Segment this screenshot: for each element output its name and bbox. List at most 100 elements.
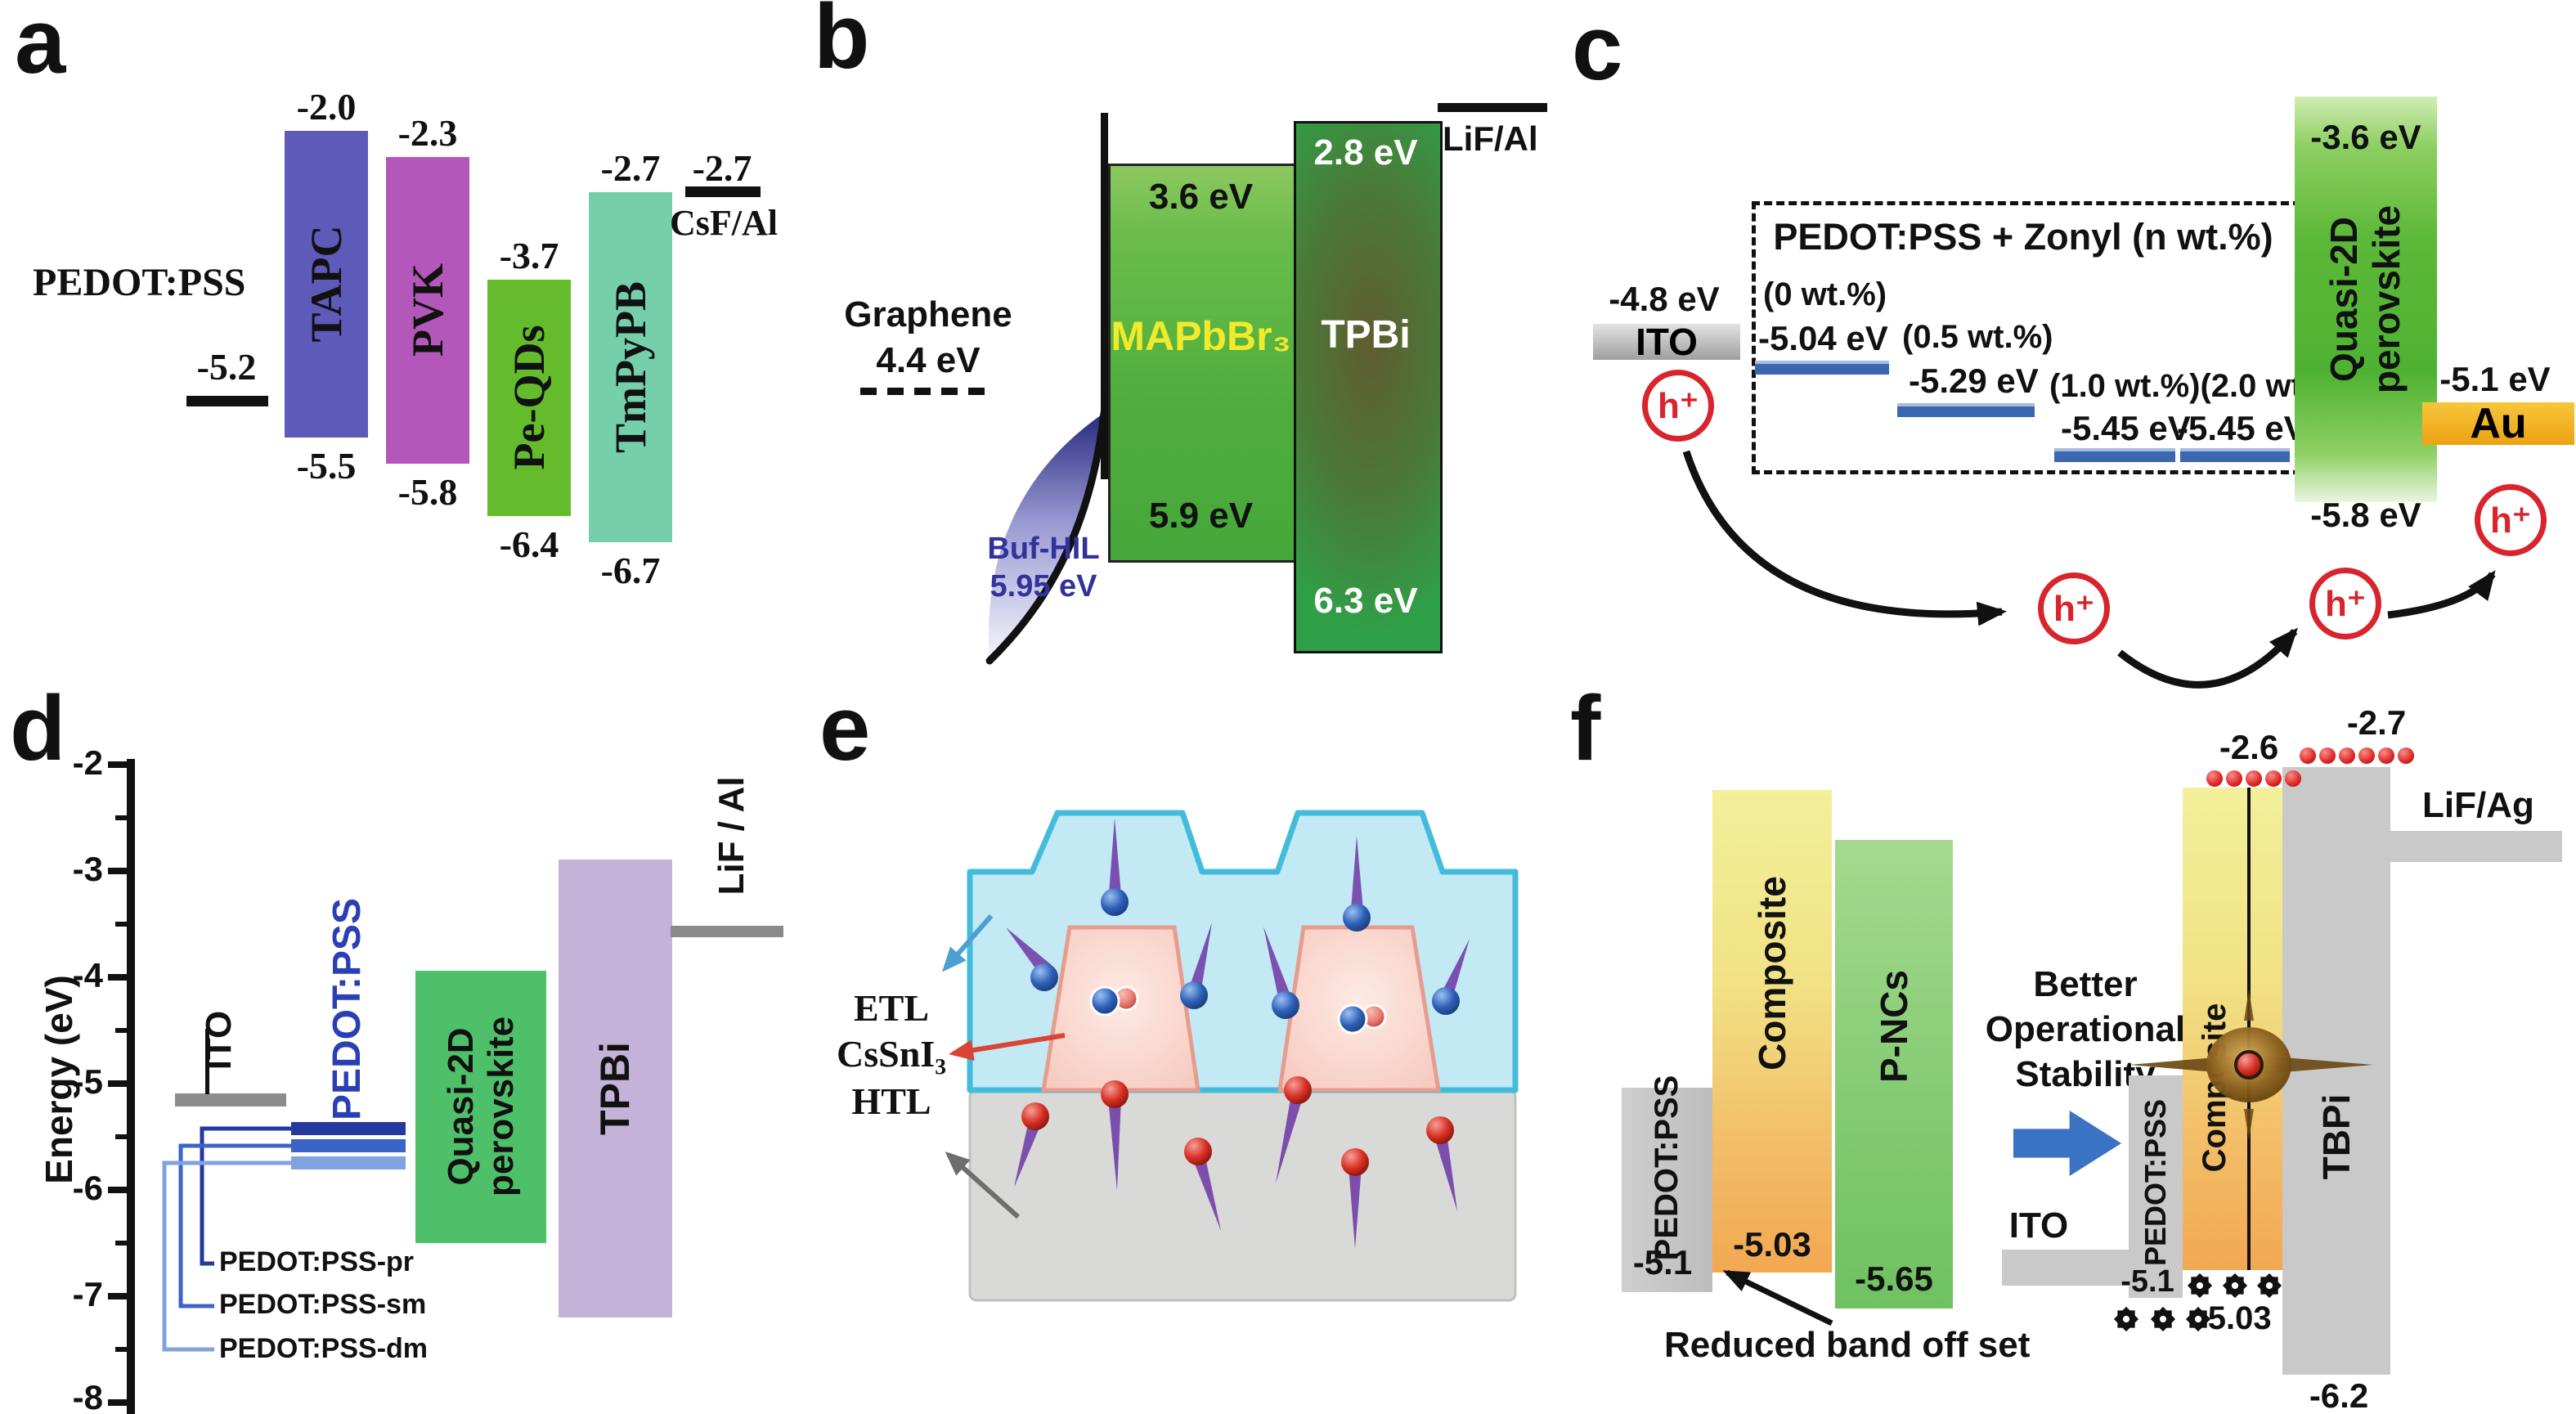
axis-minor-tick bbox=[115, 815, 128, 820]
tpbi-top-value: 2.8 eV bbox=[1313, 132, 1418, 173]
quencher-icon bbox=[2256, 1273, 2282, 1299]
lifal-level-line bbox=[671, 926, 783, 937]
exciton-core bbox=[2234, 1050, 2264, 1080]
lifal-label: LiF / Al bbox=[711, 776, 752, 896]
tpbi-label: TPBi bbox=[592, 1042, 638, 1135]
transition-label: Better Operational Stability bbox=[1985, 964, 2186, 1094]
electron-dot bbox=[2300, 747, 2316, 764]
pedotpss-level-value: -5.2 bbox=[196, 346, 257, 388]
quencher-icons bbox=[2113, 1273, 2282, 1332]
peqds-bar bbox=[487, 280, 571, 516]
zonyl-1-value: -5.45 eV bbox=[2061, 409, 2191, 447]
tmpypb-bar-label: TmPyPB bbox=[606, 281, 655, 453]
pedotpss-sm-level bbox=[291, 1139, 406, 1152]
buf-hil-shape bbox=[985, 409, 1108, 665]
electron-dot bbox=[2339, 747, 2355, 764]
quencher-icon bbox=[2113, 1306, 2139, 1332]
panel-a-letter: a bbox=[15, 0, 66, 92]
axis-tick-label: -8 bbox=[72, 1378, 103, 1414]
exciton-pairs bbox=[1089, 985, 1387, 1035]
pedotpss-label: PEDOT:PSS bbox=[33, 261, 246, 304]
electron-dot bbox=[2398, 747, 2414, 764]
pedotpss-sm-label: PEDOT:PSS-sm bbox=[219, 1289, 427, 1320]
composite-right-top-value: -2.6 bbox=[2219, 728, 2279, 766]
peqds-bar-label: Pe-QDs bbox=[505, 325, 554, 470]
hole-carrier-1: h⁺ bbox=[1642, 370, 1714, 442]
pedotpss-dm-level bbox=[291, 1156, 406, 1169]
electron-dot bbox=[2358, 747, 2375, 764]
au-bar bbox=[2422, 402, 2574, 445]
cssni3-label: CsSnI₃ bbox=[837, 1033, 946, 1075]
hole-carrier-4: h⁺ bbox=[2475, 484, 2547, 556]
pedotpss-bar-left-label: PEDOT:PSS bbox=[1648, 1075, 1685, 1261]
zonyl-0-value: -5.04 eV bbox=[1758, 319, 1888, 357]
composite-bar-right bbox=[2183, 788, 2282, 1270]
tpbi-label: TPBi bbox=[1321, 313, 1411, 357]
pncs-bar bbox=[1835, 840, 1953, 1309]
axis-tick-label: -3 bbox=[72, 850, 103, 888]
axis-tick-label: -2 bbox=[72, 743, 103, 782]
pedotpss-dm-label: PEDOT:PSS-dm bbox=[219, 1333, 429, 1364]
tapc-bottom-value: -5.5 bbox=[296, 445, 357, 487]
mapbbr3-bottom-value: 5.9 eV bbox=[1148, 496, 1254, 536]
hole-carrier-2: h⁺ bbox=[2038, 572, 2110, 644]
axis-tick-label: -7 bbox=[72, 1275, 103, 1313]
anode-interface-line bbox=[1101, 113, 1108, 479]
pedotpss-left-value: -5.1 bbox=[1632, 1243, 1693, 1282]
holes bbox=[1021, 1076, 1454, 1176]
panel-b-letter: b bbox=[814, 0, 870, 88]
axis-minor-tick bbox=[115, 1134, 128, 1139]
connector-pr bbox=[200, 1126, 291, 1266]
composite-bar-left-label: Composite bbox=[1751, 876, 1793, 1071]
axis-minor-tick bbox=[115, 1347, 128, 1352]
axis-minor-tick bbox=[115, 922, 128, 927]
axis-tick-label: -4 bbox=[72, 956, 103, 994]
lifal-level-line bbox=[1438, 103, 1547, 112]
electron-dot bbox=[2378, 747, 2394, 764]
tbpi-top-value: -2.7 bbox=[2346, 703, 2407, 742]
pedotpss-bar-left bbox=[1622, 1088, 1712, 1292]
csfal-label: CsF/Al bbox=[670, 203, 778, 243]
peqds-bottom-value: -6.4 bbox=[499, 523, 559, 565]
csfal-level-value: -2.7 bbox=[692, 147, 752, 189]
hole-arrow-1 bbox=[1682, 450, 2007, 626]
pedotpss-variant-connectors bbox=[162, 1126, 291, 1352]
axis-tick-label: -6 bbox=[72, 1169, 103, 1207]
tapc-bar-label: TAPC bbox=[302, 225, 351, 343]
electron-dot bbox=[2226, 770, 2242, 787]
au-value: -5.1 eV bbox=[2439, 360, 2551, 398]
peqds-top-value: -3.7 bbox=[499, 235, 559, 276]
panel-f-letter: f bbox=[1570, 677, 1601, 779]
axis-tick bbox=[108, 1293, 128, 1300]
hole-trails bbox=[1014, 1093, 1457, 1249]
electrons bbox=[1030, 888, 1460, 1019]
device-schematic bbox=[942, 810, 1519, 1302]
tapc-top-value: -2.0 bbox=[296, 86, 357, 128]
tbpi-electron-dots bbox=[2300, 747, 2417, 764]
htl-label: HTL bbox=[851, 1080, 931, 1122]
composite-bar-left bbox=[1712, 790, 1832, 1273]
mapbbr3-label: MAPbBr₃ bbox=[1111, 313, 1291, 359]
pedotpss-bar-right bbox=[2129, 1075, 2183, 1298]
quasi2d-bar bbox=[415, 971, 546, 1243]
etl-label: ETL bbox=[853, 987, 930, 1029]
axis-tick bbox=[108, 1187, 128, 1193]
quencher-icon bbox=[2187, 1273, 2213, 1299]
axis-tick bbox=[108, 1399, 128, 1406]
composite-left-value: -5.03 bbox=[1733, 1225, 1811, 1264]
zonyl-0-level-line bbox=[1755, 361, 1889, 375]
pvk-bar-label: PVK bbox=[403, 263, 452, 357]
pvk-bottom-value: -5.8 bbox=[397, 471, 458, 513]
zonyl-2-level-line bbox=[2180, 448, 2290, 462]
quasi2d-top-value: -3.6 eV bbox=[2310, 118, 2421, 156]
axis-tick bbox=[108, 761, 128, 768]
panel-c-letter: c bbox=[1572, 0, 1623, 99]
axis-tick-label: -5 bbox=[72, 1062, 103, 1101]
tpbi-bar bbox=[1294, 121, 1443, 653]
lifag-bar bbox=[2390, 831, 2562, 862]
axis-tick bbox=[108, 868, 128, 874]
pedotpss-level-line bbox=[186, 396, 268, 406]
pedotpss-pr-level bbox=[291, 1122, 406, 1135]
pedotpss-label: PEDOT:PSS bbox=[325, 897, 369, 1121]
